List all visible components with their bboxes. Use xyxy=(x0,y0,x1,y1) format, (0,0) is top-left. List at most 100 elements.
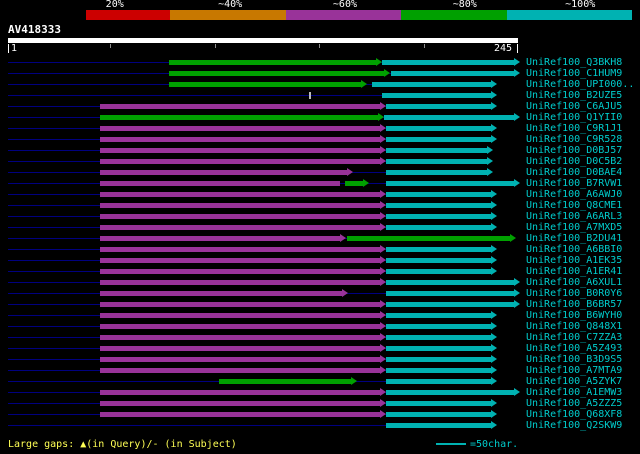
hit-segment[interactable] xyxy=(386,313,491,318)
hit-segment[interactable] xyxy=(386,137,491,142)
hit-segment[interactable] xyxy=(99,126,381,131)
hit-segment[interactable] xyxy=(386,346,491,351)
hit-segment[interactable] xyxy=(99,324,381,329)
hit-label[interactable]: UniRef100_C9R528 xyxy=(526,134,623,145)
hit-segment[interactable] xyxy=(99,203,381,208)
hit-segment[interactable] xyxy=(99,192,381,197)
hit-label[interactable]: UniRef100_D0C5B2 xyxy=(526,156,623,167)
hit-row[interactable]: UniRef100_A1EK35 xyxy=(0,255,640,266)
hit-label[interactable]: UniRef100_C9R1J1 xyxy=(526,123,623,134)
hit-row[interactable]: UniRef100_D0BJ57 xyxy=(0,145,640,156)
hit-row[interactable]: UniRef100_Q848X1 xyxy=(0,321,640,332)
hit-segment[interactable] xyxy=(386,126,491,131)
hit-row[interactable]: UniRef100_Q2SKW9 xyxy=(0,420,640,431)
hit-segment[interactable] xyxy=(371,82,491,87)
hit-segment[interactable] xyxy=(386,203,491,208)
hit-segment[interactable] xyxy=(386,159,487,164)
hit-segment[interactable] xyxy=(390,71,514,76)
hit-segment[interactable] xyxy=(219,379,351,384)
hit-row[interactable]: UniRef100_A1EMW3 xyxy=(0,387,640,398)
hit-segment[interactable] xyxy=(168,60,376,65)
hit-row[interactable]: UniRef100_A5ZZZ5 xyxy=(0,398,640,409)
hit-segment[interactable] xyxy=(99,247,381,252)
hit-segment[interactable] xyxy=(168,82,362,87)
hit-segment[interactable] xyxy=(99,148,381,153)
hit-segment[interactable] xyxy=(386,280,514,285)
hit-label[interactable]: UniRef100_A6ARL3 xyxy=(526,211,623,222)
hit-segment[interactable] xyxy=(386,258,491,263)
hit-segment[interactable] xyxy=(386,357,491,362)
hit-segment[interactable] xyxy=(386,291,514,296)
hit-row[interactable]: UniRef100_C9R528 xyxy=(0,134,640,145)
hit-label[interactable]: UniRef100_Q3BKH8 xyxy=(526,57,623,68)
hit-segment[interactable] xyxy=(386,104,491,109)
hit-segment[interactable] xyxy=(386,302,514,307)
hit-label[interactable]: UniRef100_B2DU41 xyxy=(526,233,623,244)
hit-segment[interactable] xyxy=(99,313,381,318)
hit-label[interactable]: UniRef100_B2UZE5 xyxy=(526,90,623,101)
hit-segment[interactable] xyxy=(386,368,491,373)
hit-row[interactable]: UniRef100_B2UZE5 xyxy=(0,90,640,101)
hit-segment[interactable] xyxy=(99,390,381,395)
hit-segment[interactable] xyxy=(386,225,491,230)
hit-label[interactable]: UniRef100_A7MTA9 xyxy=(526,365,623,376)
hit-row[interactable]: UniRef100_A6ARL3 xyxy=(0,211,640,222)
hit-segment[interactable] xyxy=(99,181,341,186)
hit-segment[interactable] xyxy=(99,104,381,109)
hit-row[interactable]: UniRef100_B7RVW1 xyxy=(0,178,640,189)
hit-row[interactable]: UniRef100_C6AJU5 xyxy=(0,101,640,112)
hit-segment[interactable] xyxy=(99,258,381,263)
hit-label[interactable]: UniRef100_A6XUL1 xyxy=(526,277,623,288)
hit-label[interactable]: UniRef100_UPI000.. xyxy=(526,79,635,90)
hit-label[interactable]: UniRef100_A6AWJ0 xyxy=(526,189,623,200)
hit-segment[interactable] xyxy=(386,269,491,274)
hit-label[interactable]: UniRef100_C6AJU5 xyxy=(526,101,623,112)
hit-segment[interactable] xyxy=(386,247,491,252)
hit-row[interactable]: UniRef100_B3D9S5 xyxy=(0,354,640,365)
hit-row[interactable]: UniRef100_C7ZZA3 xyxy=(0,332,640,343)
hit-row[interactable]: UniRef100_Q68XF8 xyxy=(0,409,640,420)
hit-row[interactable]: UniRef100_Q3BKH8 xyxy=(0,57,640,68)
hit-row[interactable]: UniRef100_A6BBI0 xyxy=(0,244,640,255)
hit-label[interactable]: UniRef100_A1EMW3 xyxy=(526,387,623,398)
hit-row[interactable]: UniRef100_A5ZYK7 xyxy=(0,376,640,387)
hit-row[interactable]: UniRef100_Q8CME1 xyxy=(0,200,640,211)
hit-segment[interactable] xyxy=(99,159,381,164)
hit-row[interactable]: UniRef100_A6XUL1 xyxy=(0,277,640,288)
hit-label[interactable]: UniRef100_A5ZYK7 xyxy=(526,376,623,387)
hit-segment[interactable] xyxy=(99,170,347,175)
hit-segment[interactable] xyxy=(99,368,381,373)
hit-label[interactable]: UniRef100_Q8CME1 xyxy=(526,200,623,211)
hit-segment[interactable] xyxy=(99,214,381,219)
hit-segment[interactable] xyxy=(386,379,491,384)
hit-label[interactable]: UniRef100_Q68XF8 xyxy=(526,409,623,420)
hit-row[interactable]: UniRef100_A1ER41 xyxy=(0,266,640,277)
hit-segment[interactable] xyxy=(386,214,491,219)
hit-label[interactable]: UniRef100_Q848X1 xyxy=(526,321,623,332)
hit-row[interactable]: UniRef100_B0R0Y6 xyxy=(0,288,640,299)
hit-segment[interactable] xyxy=(168,71,385,76)
hit-segment[interactable] xyxy=(99,236,341,241)
hit-label[interactable]: UniRef100_A1ER41 xyxy=(526,266,623,277)
hit-label[interactable]: UniRef100_A6BBI0 xyxy=(526,244,623,255)
hit-segment[interactable] xyxy=(386,181,514,186)
hit-segment[interactable] xyxy=(99,225,381,230)
hit-segment[interactable] xyxy=(386,148,487,153)
hit-row[interactable]: UniRef100_A6AWJ0 xyxy=(0,189,640,200)
hit-label[interactable]: UniRef100_C7ZZA3 xyxy=(526,332,623,343)
hit-label[interactable]: UniRef100_Q2SKW9 xyxy=(526,420,623,431)
hit-segment[interactable] xyxy=(99,401,381,406)
hit-segment[interactable] xyxy=(386,412,491,417)
hit-segment[interactable] xyxy=(99,412,381,417)
hit-row[interactable]: UniRef100_D0BAE4 xyxy=(0,167,640,178)
hit-label[interactable]: UniRef100_B6WYH0 xyxy=(526,310,623,321)
hit-label[interactable]: UniRef100_C1HUM9 xyxy=(526,68,623,79)
hit-label[interactable]: UniRef100_A5Z493 xyxy=(526,343,623,354)
hit-segment[interactable] xyxy=(99,335,381,340)
hit-label[interactable]: UniRef100_Q1YII0 xyxy=(526,112,623,123)
hit-segment[interactable] xyxy=(99,291,343,296)
hit-segment[interactable] xyxy=(384,115,514,120)
hit-row[interactable]: UniRef100_A7MXD5 xyxy=(0,222,640,233)
hit-segment[interactable] xyxy=(99,357,381,362)
hit-segment[interactable] xyxy=(386,192,491,197)
